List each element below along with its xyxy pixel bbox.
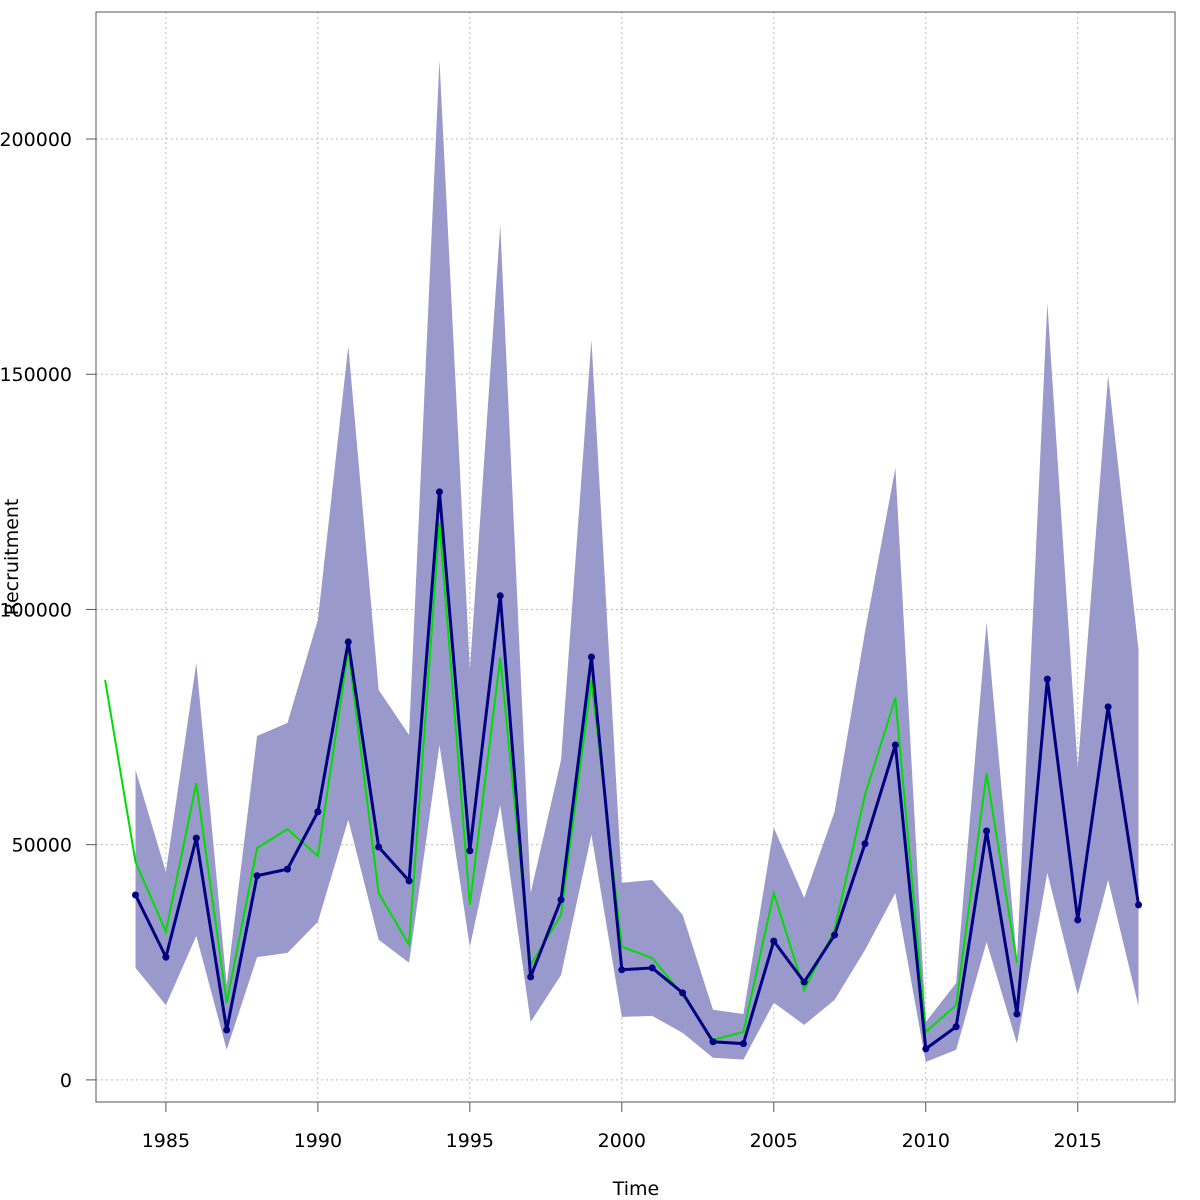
- y-tick-label: 200000: [0, 129, 72, 151]
- data-point: [344, 638, 352, 646]
- data-point: [618, 966, 626, 974]
- data-point: [162, 953, 170, 961]
- data-point: [435, 488, 443, 496]
- confidence-band: [135, 59, 1139, 1063]
- x-tick-label: 1990: [294, 1130, 342, 1152]
- data-point: [314, 808, 322, 816]
- data-point: [375, 843, 383, 851]
- data-point: [466, 847, 474, 855]
- data-point: [770, 937, 778, 945]
- data-point: [527, 973, 535, 981]
- data-point: [1104, 703, 1112, 711]
- x-axis-label: Time: [612, 1178, 660, 1200]
- data-point: [922, 1045, 930, 1053]
- y-tick-label: 100000: [0, 599, 72, 621]
- data-point: [1135, 901, 1143, 909]
- y-tick-label: 50000: [12, 835, 72, 857]
- x-tick-label: 2015: [1054, 1130, 1102, 1152]
- data-point: [587, 653, 595, 661]
- x-tick-label: 1985: [142, 1130, 190, 1152]
- data-point: [192, 834, 200, 842]
- data-point: [831, 931, 839, 939]
- data-point: [679, 989, 687, 997]
- data-point: [132, 891, 140, 899]
- data-point: [283, 865, 291, 873]
- y-axis-label: Recruitment: [1, 499, 23, 616]
- data-point: [861, 840, 869, 848]
- data-point: [1013, 1010, 1021, 1018]
- data-point: [983, 827, 991, 835]
- data-point: [405, 877, 413, 885]
- data-point: [557, 896, 565, 904]
- x-tick-label: 1995: [446, 1130, 494, 1152]
- plot-frame: [95, 11, 1176, 1103]
- data-point: [496, 592, 504, 600]
- data-point: [891, 741, 899, 749]
- series-line: [134, 491, 1141, 1052]
- x-tick-label: 2005: [750, 1130, 798, 1152]
- data-point: [709, 1038, 717, 1046]
- x-tick-label: 2010: [902, 1130, 950, 1152]
- data-point: [223, 1026, 231, 1034]
- y-tick-label: 0: [60, 1070, 72, 1092]
- data-point: [739, 1040, 747, 1048]
- data-point: [952, 1023, 960, 1031]
- y-tick-label: 150000: [0, 364, 72, 386]
- x-tick-label: 2000: [598, 1130, 646, 1152]
- series-line: [104, 522, 1018, 1042]
- data-point: [648, 964, 656, 972]
- data-point: [253, 872, 261, 880]
- data-point: [1074, 916, 1082, 924]
- data-point: [1043, 675, 1051, 683]
- data-point: [800, 978, 808, 986]
